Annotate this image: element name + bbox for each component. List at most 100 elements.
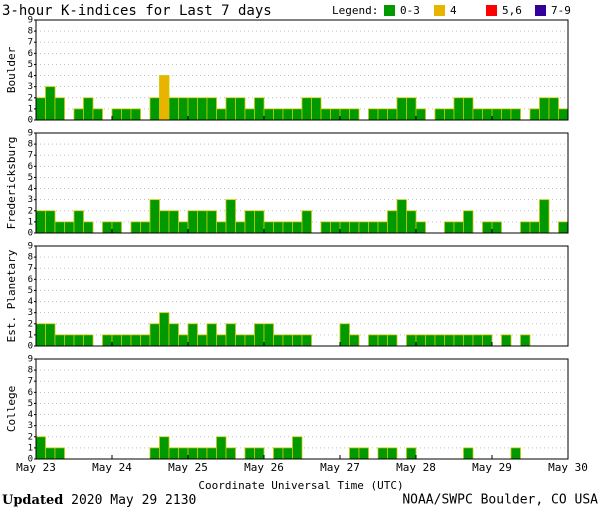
x-tick-label: May 26 xyxy=(244,461,284,474)
bar xyxy=(178,221,189,234)
bar xyxy=(187,210,198,234)
bar xyxy=(206,323,217,347)
bar xyxy=(434,108,445,121)
bar xyxy=(292,436,303,460)
bar xyxy=(311,97,322,121)
bar xyxy=(92,108,103,121)
bar xyxy=(187,447,198,460)
bar xyxy=(339,108,350,121)
bar xyxy=(472,334,483,347)
y-tick-label: 1 xyxy=(28,217,33,227)
y-axis-label: Fredericksburg xyxy=(5,137,18,230)
legend-title: Legend: xyxy=(332,4,378,17)
y-axis-label: Boulder xyxy=(5,46,18,93)
bar xyxy=(320,221,331,234)
y-tick-label: 6 xyxy=(28,49,33,59)
legend-swatch xyxy=(434,5,445,16)
bar xyxy=(368,334,379,347)
bar xyxy=(102,221,113,234)
bar xyxy=(444,108,455,121)
bar xyxy=(273,447,284,460)
y-tick-label: 9 xyxy=(28,355,33,365)
bar xyxy=(273,221,284,234)
updated-time: 2020 May 29 2130 xyxy=(71,493,196,508)
bar xyxy=(406,334,417,347)
bar xyxy=(387,108,398,121)
y-tick-label: 0 xyxy=(28,342,33,352)
footer-right: NOAA/SWPC Boulder, CO USA xyxy=(402,493,598,508)
bar xyxy=(368,108,379,121)
legend-swatch xyxy=(384,5,395,16)
bar xyxy=(501,108,512,121)
bar xyxy=(216,334,227,347)
y-tick-label: 6 xyxy=(28,388,33,398)
plot-frame xyxy=(35,245,569,347)
bar xyxy=(35,323,46,347)
bar xyxy=(358,447,369,460)
bar xyxy=(111,334,122,347)
bar xyxy=(453,221,464,234)
y-tick-label: 9 xyxy=(28,129,33,139)
bar xyxy=(168,210,179,234)
y-tick-label: 4 xyxy=(28,184,33,194)
y-tick-label: 7 xyxy=(28,377,33,387)
bar xyxy=(273,108,284,121)
bar xyxy=(54,334,65,347)
legend-label: 0-3 xyxy=(400,4,420,17)
updated-label: Updated xyxy=(2,493,63,508)
bar xyxy=(415,221,426,234)
bar xyxy=(130,221,141,234)
y-tick-label: 4 xyxy=(28,297,33,307)
bar xyxy=(339,323,350,347)
bar xyxy=(491,108,502,121)
bar xyxy=(159,75,170,121)
bar xyxy=(377,221,388,234)
bar xyxy=(453,334,464,347)
y-tick-label: 5 xyxy=(28,60,33,70)
bar xyxy=(292,221,303,234)
bar xyxy=(482,334,493,347)
bar xyxy=(282,447,293,460)
bar xyxy=(387,334,398,347)
bar xyxy=(35,210,46,234)
y-tick-label: 5 xyxy=(28,399,33,409)
bar xyxy=(254,97,265,121)
y-axis-label: College xyxy=(5,386,18,432)
bar xyxy=(396,199,407,234)
y-tick-label: 2 xyxy=(28,206,33,216)
bar xyxy=(45,210,56,234)
bar xyxy=(187,97,198,121)
bar xyxy=(463,210,474,234)
bar xyxy=(83,97,94,121)
y-tick-label: 1 xyxy=(28,330,33,340)
bar xyxy=(301,210,312,234)
bar xyxy=(339,221,350,234)
bar xyxy=(168,323,179,347)
bar xyxy=(111,108,122,121)
bar xyxy=(149,199,160,234)
bar xyxy=(520,334,531,347)
bar xyxy=(463,97,474,121)
bar xyxy=(349,447,360,460)
bar xyxy=(102,334,113,347)
bar xyxy=(482,108,493,121)
bar xyxy=(406,97,417,121)
bar xyxy=(54,221,65,234)
bar xyxy=(263,221,274,234)
y-tick-label: 0 xyxy=(28,229,33,239)
bar xyxy=(216,221,227,234)
bar xyxy=(197,334,208,347)
bar xyxy=(130,334,141,347)
bar xyxy=(197,210,208,234)
bar xyxy=(282,334,293,347)
bar xyxy=(387,447,398,460)
y-tick-label: 3 xyxy=(28,195,33,205)
y-tick-label: 2 xyxy=(28,432,33,442)
bar xyxy=(206,447,217,460)
bar xyxy=(434,334,445,347)
bar xyxy=(453,97,464,121)
bar xyxy=(244,334,255,347)
legend-swatch xyxy=(535,5,546,16)
bar xyxy=(35,436,46,460)
